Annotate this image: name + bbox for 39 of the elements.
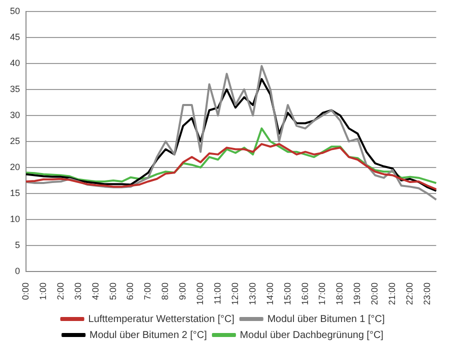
x-tick-label: 3:00 xyxy=(72,282,83,300)
x-tick-label: 15:00 xyxy=(282,282,292,306)
y-tick-label: 5 xyxy=(14,240,20,250)
x-tick-label: 8:00 xyxy=(160,282,170,300)
y-tick-label: 20 xyxy=(10,162,20,172)
x-tick-label: 20:00 xyxy=(370,282,380,306)
y-tick-label: 45 xyxy=(10,32,20,42)
x-tick-label: 0:00 xyxy=(20,282,30,300)
x-tick-label: 14:00 xyxy=(264,282,275,306)
y-tick-label: 35 xyxy=(10,84,20,94)
x-tick-label: 9:00 xyxy=(178,282,188,300)
legend-label: Modul über Bitumen 1 [°C] xyxy=(267,314,385,325)
x-tick-label: 22:00 xyxy=(404,282,414,306)
x-tick-label: 17:00 xyxy=(317,282,328,306)
x-tick-label: 2:00 xyxy=(55,282,66,300)
y-tick-label: 10 xyxy=(10,214,20,224)
y-tick-label: 0 xyxy=(14,266,20,276)
x-tick-label: 4:00 xyxy=(90,282,100,300)
x-tick-label: 11:00 xyxy=(212,282,222,304)
x-tick-label: 19:00 xyxy=(352,282,362,306)
x-tick-label: 12:00 xyxy=(230,282,240,306)
y-tick-label: 15 xyxy=(10,188,20,198)
x-tick-label: 23:00 xyxy=(422,282,432,306)
y-tick-label: 30 xyxy=(10,110,20,120)
x-tick-label: 18:00 xyxy=(334,282,345,306)
x-tick-label: 1:00 xyxy=(38,282,48,300)
x-tick-label: 5:00 xyxy=(108,282,118,300)
y-tick-label: 40 xyxy=(10,58,20,68)
x-tick-label: 13:00 xyxy=(247,282,258,306)
y-tick-label: 50 xyxy=(10,6,20,16)
legend-label: Modul über Dachbegrünung [°C] xyxy=(240,330,384,341)
legend-label: Modul über Bitumen 2 [°C] xyxy=(90,330,208,341)
y-tick-label: 25 xyxy=(10,136,20,146)
x-tick-label: 7:00 xyxy=(142,282,153,300)
x-tick-label: 21:00 xyxy=(387,282,398,306)
x-tick-label: 6:00 xyxy=(125,282,136,300)
legend-label: Lufttemperatur Wetterstation [°C] xyxy=(88,314,235,325)
x-tick-label: 10:00 xyxy=(195,282,206,306)
x-tick-label: 16:00 xyxy=(300,282,310,306)
